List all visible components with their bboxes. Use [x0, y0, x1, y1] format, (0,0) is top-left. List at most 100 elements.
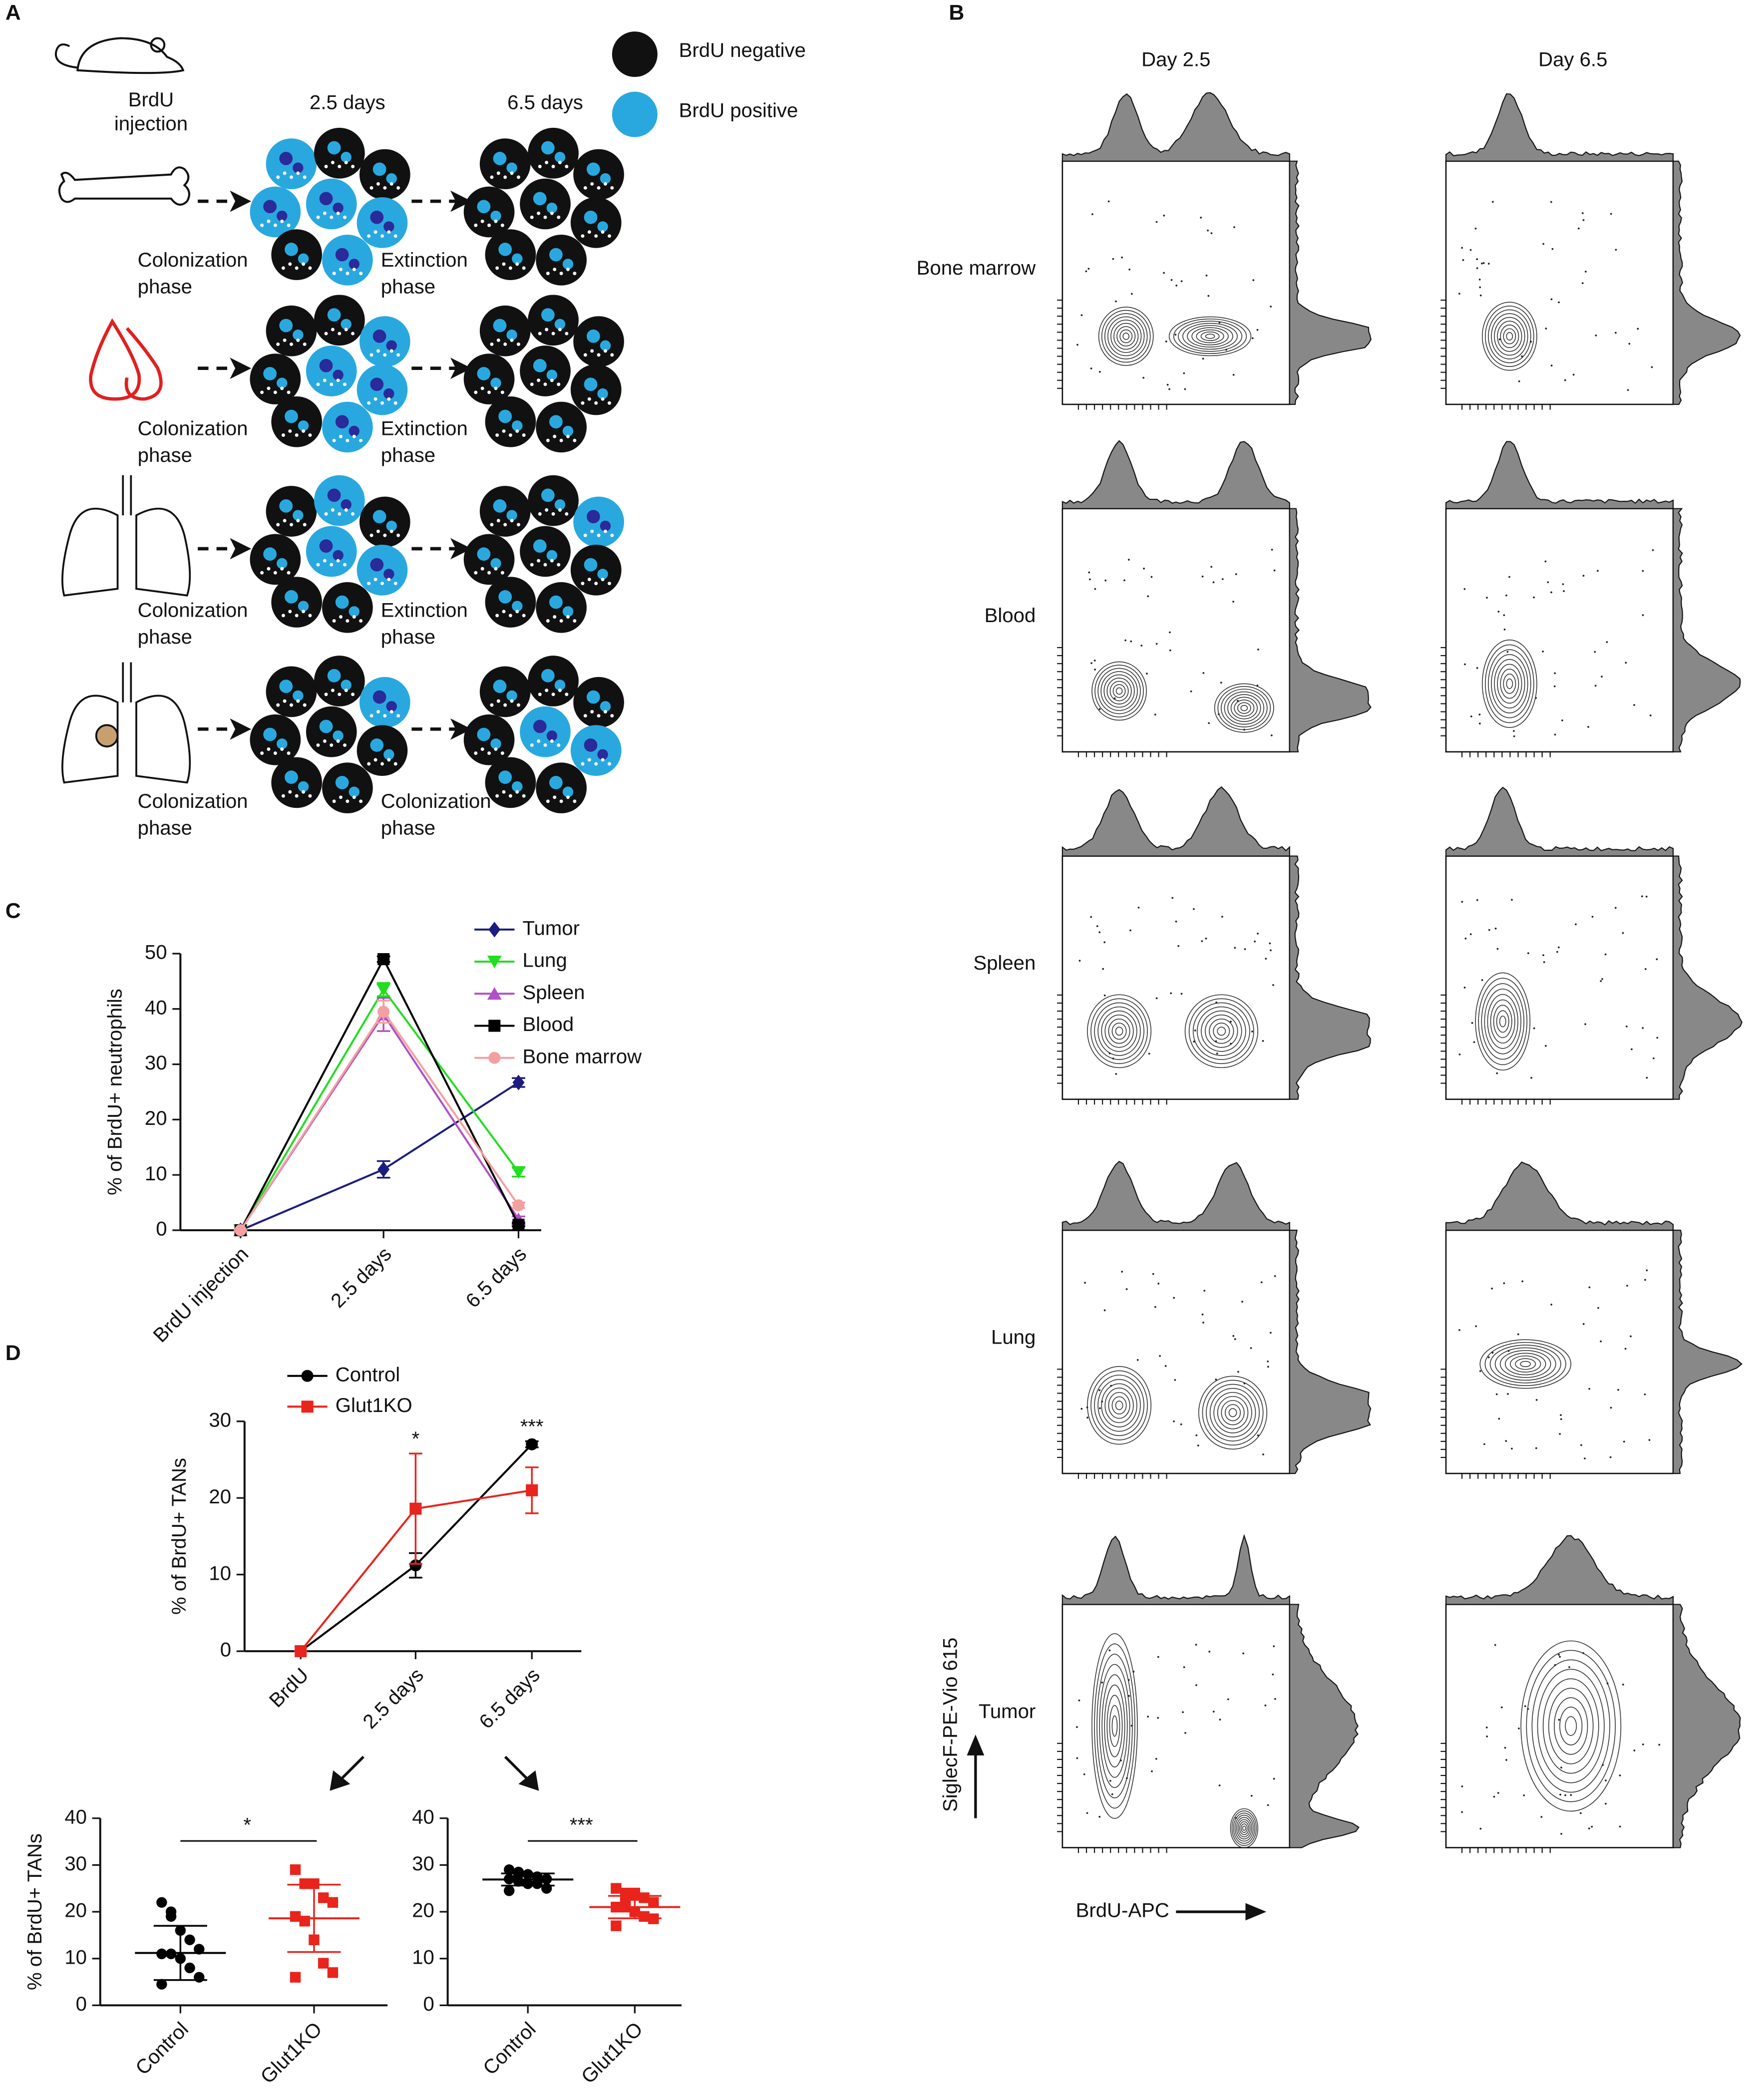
granule: [351, 512, 355, 516]
sd-whisker: [287, 1883, 341, 1953]
granule: [503, 175, 507, 179]
granule: [303, 175, 307, 179]
granule: [302, 610, 306, 614]
event-dot: [1547, 581, 1549, 584]
event-dot: [1234, 947, 1236, 949]
event-dot: [1585, 271, 1587, 273]
nucleus: [477, 200, 491, 214]
nucleus: [383, 388, 394, 399]
contour: [1488, 649, 1531, 718]
cell: [250, 534, 301, 585]
cell-body: [306, 346, 357, 396]
event-dot: [1108, 1052, 1111, 1054]
marker: [620, 1897, 631, 1908]
y-tick-label: 10: [209, 1562, 231, 1584]
granule: [343, 382, 347, 386]
granule: [583, 533, 587, 537]
granule: [260, 571, 264, 575]
event-dot: [1491, 201, 1494, 203]
cell: [485, 757, 536, 808]
y-tick-label: 40: [145, 996, 167, 1019]
event-dot: [1250, 1347, 1252, 1349]
event-dot: [1230, 1043, 1232, 1045]
nucleus: [279, 499, 293, 513]
x-tick-label: 2.5 days: [327, 1243, 396, 1312]
granule: [538, 332, 542, 336]
x-tick-label: Control: [479, 2018, 540, 2079]
marker: [511, 1166, 526, 1179]
contour: [1173, 319, 1247, 354]
contour: [1225, 1404, 1241, 1421]
event-dot: [1494, 1644, 1496, 1646]
row-label: Tumor: [979, 1700, 1036, 1723]
cell-body: [356, 544, 408, 596]
event-dot: [1476, 667, 1478, 669]
granule: [494, 386, 498, 390]
event-dot: [1591, 1825, 1593, 1828]
event-dot: [1478, 713, 1481, 715]
granule: [566, 615, 570, 619]
nucleus: [293, 690, 304, 701]
marker: [488, 1020, 501, 1032]
event-dot: [1257, 1434, 1259, 1436]
granule: [295, 266, 299, 270]
granule: [597, 353, 601, 357]
nucleus: [285, 243, 298, 256]
granule: [494, 567, 498, 571]
granule: [393, 401, 397, 405]
legend-label: Spleen: [523, 981, 585, 1004]
granule: [339, 268, 343, 272]
event-dot: [1202, 1322, 1204, 1324]
granule: [288, 429, 292, 433]
nucleus: [533, 719, 547, 733]
event-dot: [1142, 376, 1145, 379]
nucleus: [372, 690, 386, 704]
cell-body: [271, 229, 323, 281]
event-dot: [1630, 1335, 1632, 1338]
event-dot: [1544, 1045, 1547, 1047]
y-tick-label: 50: [145, 941, 167, 964]
contour: [1520, 1361, 1531, 1368]
granule: [500, 390, 504, 394]
nucleus: [549, 775, 563, 789]
cell: [479, 305, 531, 356]
granule: [545, 160, 549, 164]
event-dot: [1562, 583, 1564, 585]
nucleus: [386, 173, 397, 184]
granule: [515, 790, 519, 794]
granule: [558, 160, 562, 164]
nucleus: [546, 369, 558, 380]
event-dot: [1582, 219, 1585, 221]
y-tick-label: 20: [64, 1899, 87, 1922]
y-tick-label: 40: [64, 1805, 87, 1828]
cell-body: [322, 235, 373, 286]
event-dot: [1511, 1447, 1513, 1450]
event-dot: [1610, 1406, 1612, 1409]
cell: [479, 486, 531, 537]
cell-body: [266, 305, 317, 356]
cell: [573, 496, 624, 548]
contour: [1090, 998, 1148, 1064]
event-dot: [1559, 1656, 1561, 1658]
event-dot: [1080, 1407, 1083, 1410]
granule: [610, 186, 614, 190]
granule: [273, 571, 277, 575]
cell: [271, 577, 323, 628]
event-dot: [1210, 566, 1213, 568]
granule: [296, 338, 300, 342]
cell: [356, 197, 408, 248]
nucleus: [386, 520, 397, 532]
event-dot: [1572, 373, 1575, 376]
contour: [1494, 317, 1525, 356]
event-dot: [1218, 713, 1220, 715]
cell-body: [485, 229, 536, 281]
granule: [601, 397, 605, 401]
nucleus: [506, 330, 517, 341]
cell: [570, 544, 622, 596]
granule: [597, 186, 601, 190]
event-dot: [1479, 286, 1481, 289]
event-dot: [1533, 596, 1535, 599]
marker: [639, 1911, 650, 1922]
nucleus: [293, 330, 304, 341]
cell-body: [570, 197, 622, 248]
